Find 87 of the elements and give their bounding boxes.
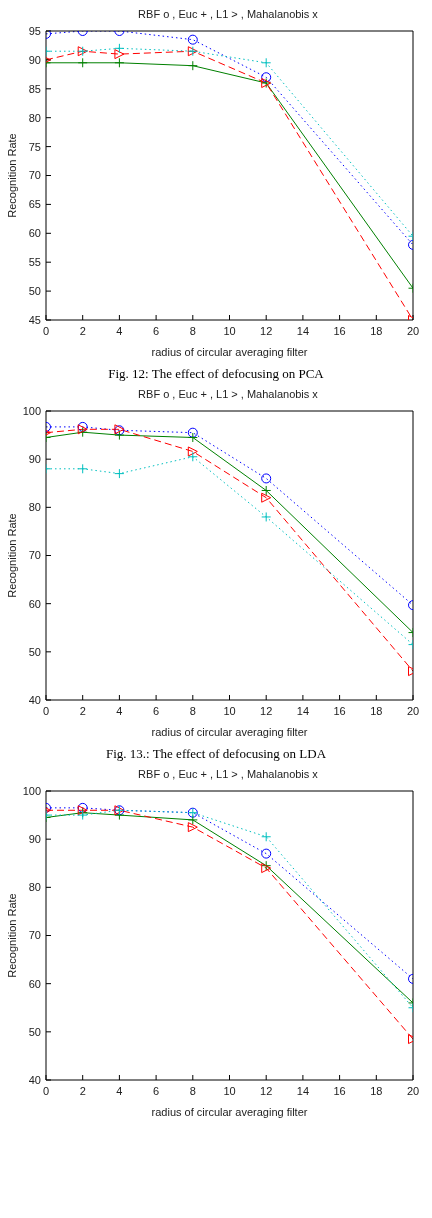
x-tick-label: 6 <box>153 704 160 717</box>
point <box>114 57 125 68</box>
y-axis-title: Recognition Rate <box>5 513 18 598</box>
y-tick-label: 40 <box>28 1073 41 1086</box>
point <box>187 427 198 438</box>
y-tick-label: 60 <box>28 977 41 990</box>
chart-title: RBF o , Euc + , L1 > , Mahalanobis x <box>137 768 319 782</box>
y-tick-label: 50 <box>28 645 41 658</box>
x-tick-label: 18 <box>370 704 383 717</box>
x-axis-title: radius of circular averaging filter <box>151 1106 308 1118</box>
y-tick-label: 85 <box>28 82 41 95</box>
x-tick-label: 18 <box>370 1084 383 1097</box>
x-tick-label: 4 <box>116 1084 123 1097</box>
y-axis-title: Recognition Rate <box>5 893 18 978</box>
x-tick-label: 16 <box>333 1084 346 1097</box>
y-tick-label: 80 <box>28 881 41 894</box>
point <box>261 485 272 496</box>
x-tick-label: 2 <box>79 324 86 337</box>
y-tick-label: 70 <box>28 929 41 942</box>
y-tick-label: 65 <box>28 198 41 211</box>
point <box>114 430 125 441</box>
x-tick-label: 14 <box>296 704 310 717</box>
y-tick-label: 75 <box>28 140 41 153</box>
y-axis-title: Recognition Rate <box>5 133 18 218</box>
y-tick-label: 50 <box>28 285 41 298</box>
y-tick-label: 100 <box>22 784 41 797</box>
x-tick-label: 16 <box>333 324 346 337</box>
point <box>114 468 125 479</box>
x-tick-label: 4 <box>116 704 123 717</box>
x-tick-label: 16 <box>333 704 346 717</box>
x-tick-label: 12 <box>260 1084 273 1097</box>
chart-title: RBF o , Euc + , L1 > , Mahalanobis x <box>137 8 319 22</box>
point <box>261 473 272 484</box>
point <box>261 511 272 522</box>
y-tick-label: 40 <box>28 693 41 706</box>
y-tick-label: 95 <box>28 24 41 37</box>
x-tick-label: 8 <box>189 704 196 717</box>
y-tick-label: 90 <box>28 453 41 466</box>
x-tick-label: 6 <box>153 324 160 337</box>
y-tick-label: 45 <box>28 313 41 326</box>
x-axis-title: radius of circular averaging filter <box>151 346 308 358</box>
x-tick-label: 10 <box>223 1084 236 1097</box>
x-tick-label: 2 <box>79 704 86 717</box>
point <box>114 49 125 60</box>
y-tick-label: 60 <box>28 597 41 610</box>
y-tick-label: 70 <box>28 549 41 562</box>
x-tick-label: 6 <box>153 1084 160 1097</box>
point <box>187 446 198 457</box>
x-tick-label: 14 <box>296 324 310 337</box>
y-tick-label: 50 <box>28 1025 41 1038</box>
x-tick-label: 4 <box>116 324 123 337</box>
point <box>77 57 88 68</box>
y-tick-label: 60 <box>28 227 41 240</box>
y-tick-label: 55 <box>28 256 41 269</box>
x-tick-label: 0 <box>42 704 50 717</box>
y-tick-label: 90 <box>28 53 41 66</box>
point <box>77 463 88 474</box>
x-tick-label: 10 <box>223 324 236 337</box>
x-tick-label: 20 <box>406 1084 420 1097</box>
x-axis-title: radius of circular averaging filter <box>151 726 308 738</box>
x-tick-label: 18 <box>370 324 383 337</box>
y-tick-label: 80 <box>28 501 41 514</box>
x-tick-label: 20 <box>406 704 420 717</box>
chart-title: RBF o , Euc + , L1 > , Mahalanobis x <box>137 388 319 402</box>
y-tick-label: 90 <box>28 833 41 846</box>
x-tick-label: 8 <box>189 324 196 337</box>
x-tick-label: 10 <box>223 704 236 717</box>
x-tick-label: 12 <box>260 704 273 717</box>
y-tick-label: 100 <box>22 404 41 417</box>
point <box>187 814 198 825</box>
x-tick-label: 20 <box>406 324 420 337</box>
y-tick-label: 80 <box>28 111 41 124</box>
point <box>187 451 198 462</box>
x-tick-label: 0 <box>42 324 50 337</box>
y-tick-label: 70 <box>28 169 41 182</box>
x-tick-label: 12 <box>260 324 273 337</box>
point <box>187 60 198 71</box>
point <box>187 432 198 443</box>
x-tick-label: 2 <box>79 1084 86 1097</box>
caption: Fig. 13.: The effect of defocusing on LDA <box>104 746 328 762</box>
x-tick-label: 14 <box>296 1084 310 1097</box>
x-tick-label: 8 <box>189 1084 196 1097</box>
caption: Fig. 12: The effect of defocusing on PCA <box>107 366 325 382</box>
point <box>261 848 272 859</box>
point <box>187 822 198 833</box>
point <box>261 492 272 503</box>
x-tick-label: 0 <box>42 1084 50 1097</box>
